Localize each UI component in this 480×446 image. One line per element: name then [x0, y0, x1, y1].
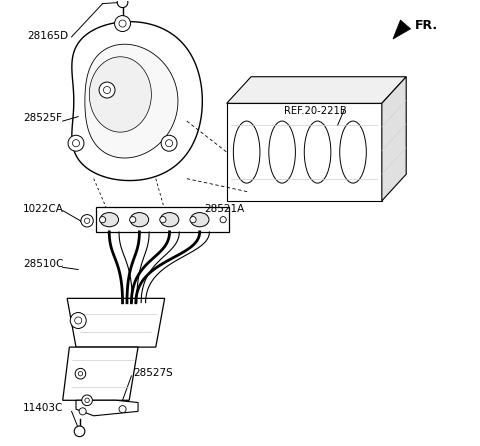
Ellipse shape	[269, 121, 295, 183]
Circle shape	[160, 217, 166, 223]
Circle shape	[72, 140, 80, 147]
Polygon shape	[227, 103, 382, 201]
Text: 28510C: 28510C	[23, 259, 63, 269]
Ellipse shape	[304, 121, 331, 183]
Text: 11403C: 11403C	[23, 403, 63, 413]
Polygon shape	[72, 22, 203, 181]
Circle shape	[117, 0, 128, 8]
Text: FR.: FR.	[415, 19, 438, 32]
Polygon shape	[89, 57, 151, 132]
Circle shape	[166, 140, 173, 147]
Circle shape	[75, 317, 82, 324]
Circle shape	[75, 368, 86, 379]
Circle shape	[115, 16, 131, 32]
Circle shape	[70, 313, 86, 329]
Text: 28521A: 28521A	[204, 204, 245, 214]
Circle shape	[79, 408, 86, 415]
Ellipse shape	[340, 121, 366, 183]
Circle shape	[119, 20, 126, 27]
Circle shape	[85, 398, 89, 402]
Circle shape	[81, 215, 93, 227]
Circle shape	[220, 217, 226, 223]
Polygon shape	[393, 20, 411, 39]
Circle shape	[104, 87, 110, 94]
Polygon shape	[63, 347, 138, 401]
Circle shape	[99, 82, 115, 98]
Ellipse shape	[130, 213, 149, 227]
Ellipse shape	[160, 213, 179, 227]
Text: REF.20-221B: REF.20-221B	[284, 107, 347, 116]
Circle shape	[68, 135, 84, 151]
Circle shape	[74, 426, 85, 437]
Circle shape	[82, 395, 93, 405]
Polygon shape	[227, 77, 406, 103]
Ellipse shape	[233, 121, 260, 183]
Ellipse shape	[191, 213, 209, 227]
Text: 28165D: 28165D	[27, 31, 68, 41]
Polygon shape	[96, 207, 229, 232]
Text: 28527S: 28527S	[133, 368, 173, 378]
Circle shape	[130, 217, 136, 223]
Circle shape	[161, 135, 177, 151]
Circle shape	[99, 217, 106, 223]
Circle shape	[119, 405, 126, 413]
Text: 28525F: 28525F	[23, 113, 62, 123]
Circle shape	[78, 372, 83, 376]
Text: 1022CA: 1022CA	[23, 204, 64, 214]
Circle shape	[84, 218, 90, 223]
Polygon shape	[382, 77, 406, 201]
Ellipse shape	[100, 213, 119, 227]
Circle shape	[190, 217, 196, 223]
Polygon shape	[85, 44, 178, 158]
Polygon shape	[76, 401, 138, 416]
Polygon shape	[67, 298, 165, 347]
